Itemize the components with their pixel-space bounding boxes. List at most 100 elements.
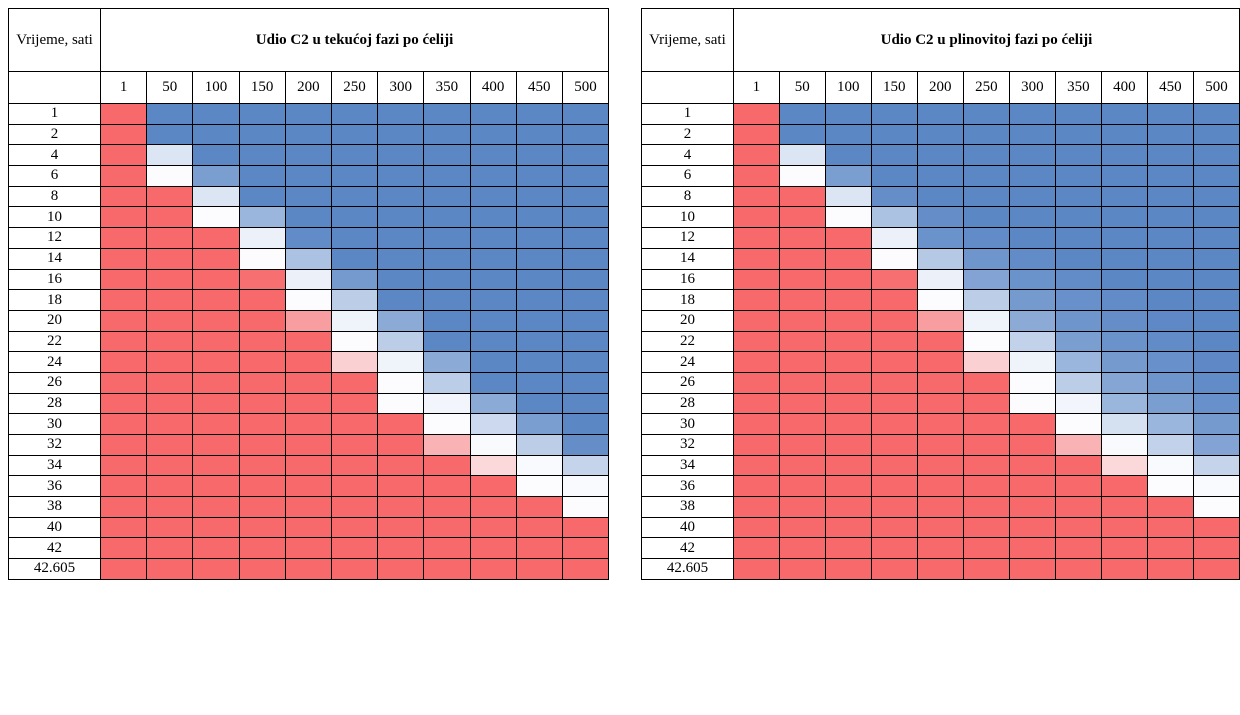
heatmap-cell	[99, 227, 148, 249]
heatmap-cell	[330, 144, 379, 167]
heatmap-cell	[238, 496, 286, 518]
heatmap-cell	[238, 268, 286, 291]
heatmap-cell	[1100, 371, 1148, 394]
heatmap-cell	[238, 537, 286, 560]
heatmap-cell	[377, 371, 425, 394]
heatmap-cell	[377, 309, 425, 332]
heatmap-cell	[469, 123, 517, 146]
heatmap-cell	[561, 413, 610, 435]
heatmap-cell	[423, 103, 471, 125]
heatmap-cell	[1054, 558, 1102, 580]
heatmap-cell	[192, 309, 240, 332]
heatmap-cell	[99, 330, 148, 353]
heatmap-cell	[1100, 434, 1148, 456]
heatmap-cell	[824, 103, 872, 125]
heatmap-cell	[1054, 206, 1102, 229]
heatmap-row: 18	[641, 289, 1240, 311]
heatmap-cell	[1054, 434, 1102, 456]
heatmap-cell	[238, 123, 286, 146]
heatmap-cell	[732, 247, 780, 270]
heatmap-cell	[330, 185, 379, 208]
heatmap-row: 16	[641, 268, 1240, 291]
heatmap-cell	[962, 103, 1010, 125]
heatmap-cell	[561, 227, 610, 249]
heatmap-cell	[916, 247, 964, 270]
heatmap-cell	[1008, 516, 1056, 539]
heatmap-row: 28	[8, 392, 610, 415]
row-tick-label: 30	[8, 413, 101, 435]
heatmap-cell	[99, 454, 148, 477]
heatmap-cell	[377, 454, 425, 477]
heatmap-cell	[732, 144, 780, 167]
heatmap-cell	[192, 496, 240, 518]
row-tick-label: 26	[8, 371, 101, 394]
heatmap-cell	[916, 268, 964, 291]
heatmap-cell	[732, 330, 780, 353]
heatmap-cell	[284, 227, 332, 249]
heatmap-cell	[1146, 268, 1194, 291]
heatmap-cell	[916, 454, 964, 477]
heatmap-cell	[1192, 268, 1240, 291]
column-tick-label: 350	[1054, 71, 1102, 104]
heatmap-cell	[916, 392, 964, 415]
heatmap-cell	[469, 496, 517, 518]
heatmap-cell	[330, 103, 379, 125]
row-tick-label: 18	[641, 289, 734, 311]
heatmap-title: Udio C2 u plinovitoj fazi po ćeliji	[732, 8, 1240, 72]
heatmap-cell	[916, 330, 964, 353]
heatmap-cell	[1100, 227, 1148, 249]
heatmap-cell	[377, 185, 425, 208]
heatmap-cell	[1054, 185, 1102, 208]
row-tick-label: 1	[8, 103, 101, 125]
heatmap-panel-liquid: Vrijeme, sati Udio C2 u tekućoj fazi po ć…	[8, 8, 610, 580]
heatmap-cell	[377, 165, 425, 187]
heatmap-cell	[916, 371, 964, 394]
heatmap-cell	[146, 413, 194, 435]
heatmap-cell	[1054, 351, 1102, 373]
heatmap-cell	[732, 165, 780, 187]
heatmap-row: 2	[8, 123, 610, 146]
heatmap-cell	[423, 537, 471, 560]
heatmap-cell	[146, 475, 194, 498]
heatmap-cell	[377, 413, 425, 435]
heatmap-cell	[284, 289, 332, 311]
heatmap-cell	[146, 392, 194, 415]
heatmap-cell	[824, 454, 872, 477]
heatmap-cell	[1146, 227, 1194, 249]
heatmap-row: 20	[8, 309, 610, 332]
heatmap-cell	[146, 558, 194, 580]
heatmap-cell	[732, 289, 780, 311]
column-tick-label: 200	[284, 71, 332, 104]
heatmap-cell	[1008, 558, 1056, 580]
heatmap-cell	[732, 413, 780, 435]
heatmap-cell	[778, 392, 826, 415]
heatmap-row: 42	[8, 537, 610, 560]
column-tick-label: 400	[469, 71, 517, 104]
heatmap-cell	[732, 516, 780, 539]
heatmap-row: 6	[8, 165, 610, 187]
heatmap-cell	[1100, 516, 1148, 539]
heatmap-cell	[778, 103, 826, 125]
heatmap-cell	[778, 330, 826, 353]
heatmap-row: 30	[8, 413, 610, 435]
row-tick-label: 6	[8, 165, 101, 187]
heatmap-cell	[1192, 206, 1240, 229]
heatmap-cell	[778, 289, 826, 311]
heatmap-cell	[330, 454, 379, 477]
heatmap-row: 14	[8, 247, 610, 270]
heatmap-cell	[870, 413, 918, 435]
time-axis-label: Vrijeme, sati	[641, 8, 734, 72]
heatmap-cell	[778, 496, 826, 518]
heatmap-cell	[1100, 454, 1148, 477]
heatmap-cell	[146, 206, 194, 229]
heatmap-cell	[284, 516, 332, 539]
heatmap-cell	[1054, 537, 1102, 560]
heatmap-cell	[1008, 268, 1056, 291]
heatmap-cell	[916, 351, 964, 373]
heatmap-cell	[377, 247, 425, 270]
heatmap-cell	[1192, 475, 1240, 498]
heatmap-row: 20	[641, 309, 1240, 332]
heatmap-cell	[1192, 392, 1240, 415]
heatmap-cell	[469, 392, 517, 415]
heatmap-cell	[778, 351, 826, 373]
